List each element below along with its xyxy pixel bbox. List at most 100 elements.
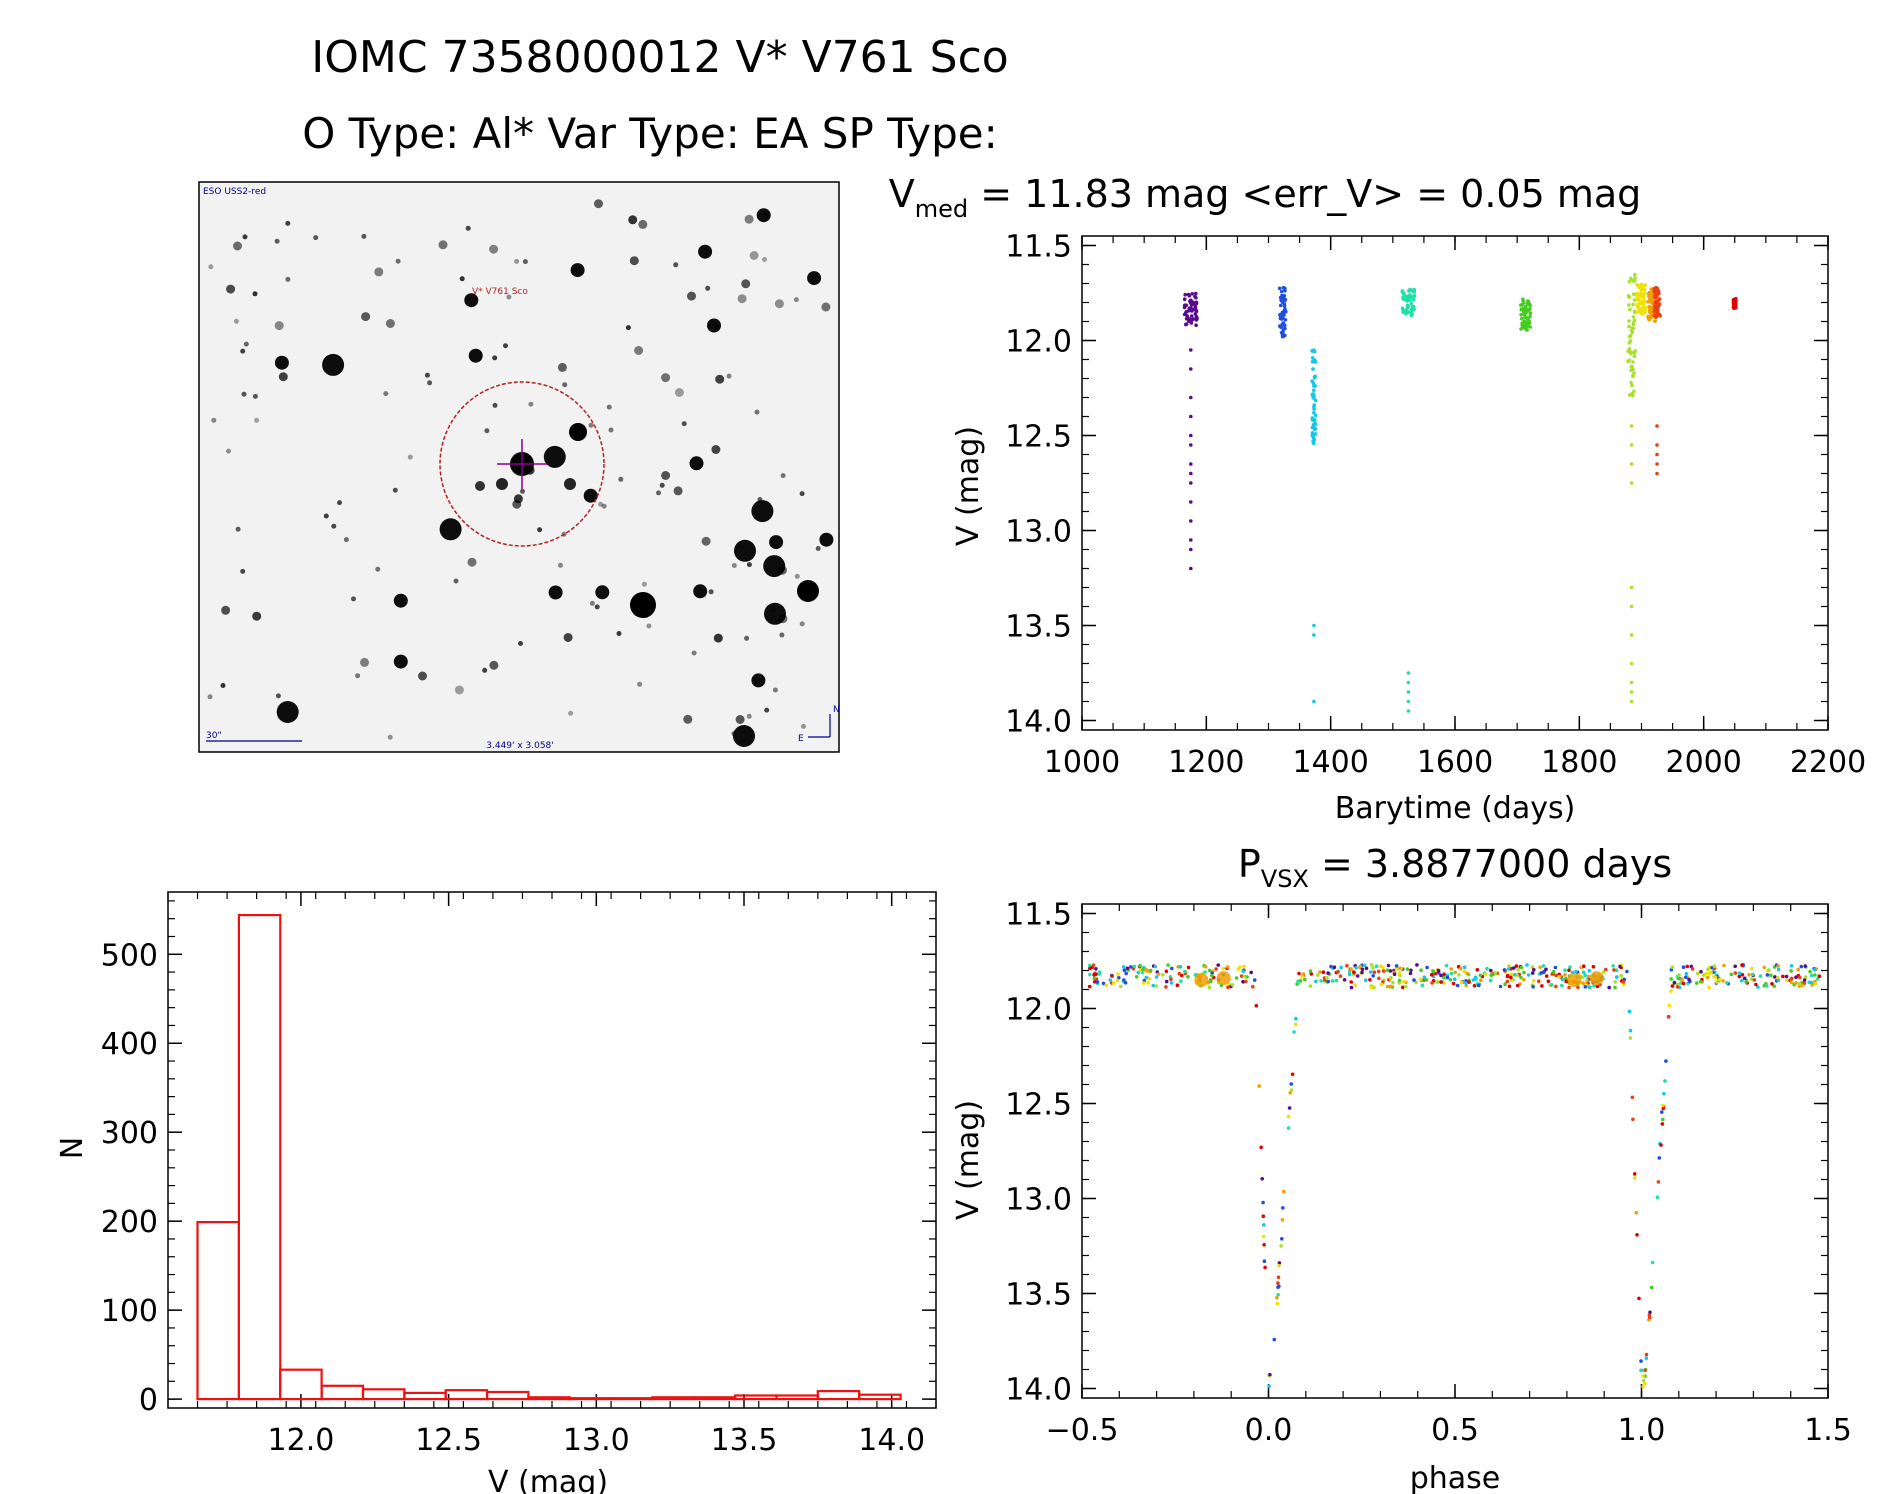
phase-curve-point — [1439, 973, 1443, 978]
phase-curve-point — [1750, 966, 1754, 971]
star — [285, 276, 291, 282]
x-tick-label: 2200 — [1790, 745, 1866, 780]
phase-curve-point — [1467, 980, 1471, 984]
light-curve-point — [1649, 310, 1653, 315]
light-curve-point — [1629, 443, 1634, 447]
phase-curve-point — [1436, 968, 1441, 973]
star — [661, 373, 671, 383]
phase-curve-point — [1554, 984, 1558, 989]
star — [220, 683, 226, 688]
phase-curve-point — [1226, 985, 1230, 989]
phase-curve-point — [1514, 964, 1519, 968]
star — [774, 299, 784, 309]
star — [537, 527, 543, 533]
phase-curve-point — [1705, 975, 1710, 980]
light-curve-point — [1732, 300, 1737, 305]
light-curve-point — [1655, 443, 1659, 447]
star — [221, 605, 231, 615]
light-curve-point — [1655, 462, 1659, 466]
light-curve-point — [1193, 306, 1198, 311]
phase-curve-point — [1354, 966, 1358, 970]
light-curve-point — [1627, 279, 1632, 284]
phase-curve-point — [1695, 981, 1699, 985]
light-curve-point — [1283, 318, 1288, 322]
phase-curve-point — [1288, 1091, 1292, 1095]
star — [392, 487, 398, 493]
star — [427, 380, 433, 386]
header-line1: IOMC 7358000012 V* V761 Sco — [311, 32, 1008, 83]
light-curve-point — [1733, 303, 1738, 308]
histogram-bar — [733, 1394, 778, 1401]
phase-curve-point — [1392, 972, 1397, 976]
star — [285, 220, 291, 226]
x-tick-label: 0.0 — [1245, 1413, 1293, 1448]
phase-curve-point — [1277, 1264, 1281, 1268]
light-curve-point — [1631, 321, 1636, 325]
light-curve-point — [1632, 354, 1637, 359]
light-curve-point — [1312, 407, 1316, 411]
phase-curve-point — [1776, 964, 1780, 968]
light-curve-point — [1626, 349, 1630, 354]
phase-curve-point — [1116, 972, 1120, 976]
phase-curve-point — [1153, 964, 1158, 969]
phase-curve-point — [1632, 1172, 1637, 1176]
fov-label: 3.449' x 3.058' — [486, 741, 554, 751]
phase-curve-point — [1386, 963, 1391, 968]
phase-curve-point — [1108, 978, 1112, 982]
phase-curve-point — [1376, 969, 1381, 974]
star — [744, 214, 754, 224]
phase-curve-point — [1796, 967, 1800, 972]
light-curve-point — [1410, 307, 1414, 312]
phase-curve-point — [1639, 1368, 1643, 1373]
light-curve-point — [1627, 324, 1631, 329]
star — [514, 258, 520, 264]
phase-curve-point — [1667, 1003, 1672, 1008]
y-tick-label: 0 — [139, 1383, 158, 1418]
x-tick-label: 12.0 — [268, 1423, 335, 1458]
phase-curve-point — [1797, 982, 1802, 986]
phase-curve-point — [1662, 1091, 1666, 1096]
phase-curve-point — [1536, 979, 1541, 983]
phase-curve-point — [1352, 970, 1356, 974]
light-curve-point — [1629, 604, 1634, 609]
light-curve-point — [1655, 294, 1659, 298]
phase-curve-point — [1151, 983, 1155, 988]
star — [492, 355, 498, 361]
light-curve-point — [1631, 279, 1635, 283]
phase-curve-point — [1808, 969, 1812, 974]
light-curve-point — [1629, 690, 1634, 694]
phase-curve-point — [1259, 1145, 1263, 1150]
phase-curve-point — [1178, 965, 1183, 969]
star — [558, 562, 563, 568]
phase-curve-point — [1092, 976, 1097, 980]
target-label: V* V761 Sco — [472, 287, 528, 297]
light-curve-point — [1402, 291, 1406, 296]
phase-curve-point — [1799, 964, 1804, 969]
light-curve-point — [1528, 325, 1532, 329]
star — [331, 523, 337, 529]
phase-curve-point — [1244, 979, 1248, 984]
light-curve-point — [1278, 324, 1282, 328]
star — [322, 353, 345, 376]
phase-curve-point — [1369, 963, 1374, 967]
y-tick-label: 12.0 — [1005, 993, 1072, 1028]
light-curve-point — [1182, 297, 1187, 302]
phase-curve-point — [1790, 976, 1794, 981]
star — [772, 687, 778, 693]
phase-curve-point — [1287, 1106, 1292, 1110]
phase-curve-point — [1164, 969, 1169, 974]
x-tick-label: 1200 — [1168, 745, 1244, 780]
star — [407, 454, 413, 460]
x-tick-label: 2000 — [1665, 745, 1741, 780]
star — [512, 499, 522, 509]
phase-curve-point — [1279, 1244, 1283, 1248]
phase-curve-point — [1091, 963, 1096, 967]
phase-curve-point — [1179, 979, 1183, 983]
phase-curve-point — [1368, 978, 1372, 982]
y-tick-label: 300 — [101, 1116, 158, 1151]
light-curve-point — [1656, 308, 1660, 313]
phase-curve-point — [1813, 968, 1817, 972]
star — [424, 372, 430, 378]
phase-curve-point — [1262, 1223, 1266, 1227]
star — [793, 297, 799, 303]
